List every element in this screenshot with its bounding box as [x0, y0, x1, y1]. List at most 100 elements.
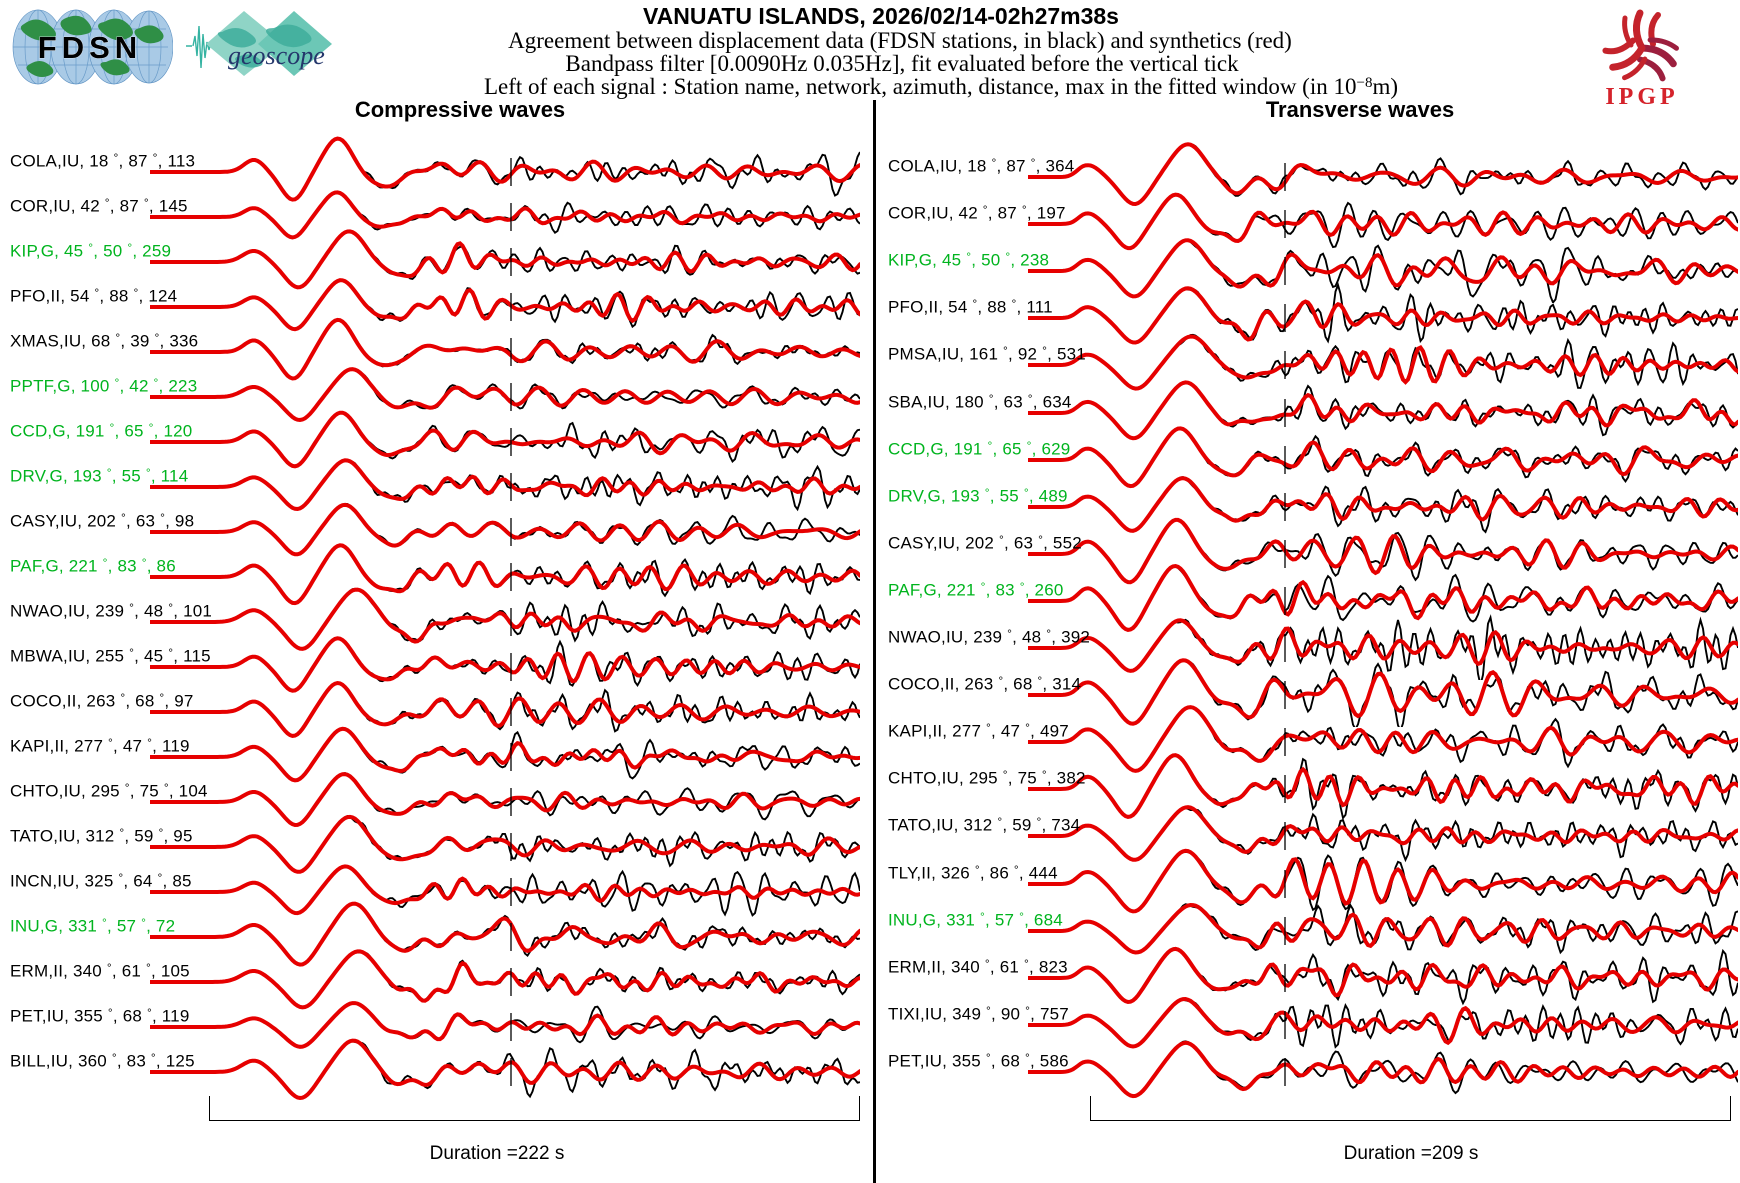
station-label: PET,IU, 355 °, 68 °, 586 [888, 1050, 1069, 1071]
degree-symbol: ° [129, 645, 135, 660]
degree-symbol: ° [980, 579, 986, 594]
data-trace [150, 587, 860, 650]
waveform-plot [1028, 563, 1738, 632]
station-label: NWAO,IU, 239 °, 48 °, 392 [888, 626, 1091, 647]
station-label: PAF,G, 221 °, 83 °, 86 [10, 555, 176, 576]
synthetic-trace [150, 636, 860, 693]
degree-symbol: ° [163, 780, 169, 795]
degree-symbol: ° [1023, 485, 1029, 500]
data-trace [150, 682, 860, 737]
waveform-plot [1028, 517, 1738, 585]
data-trace [150, 1040, 860, 1099]
synthetic-trace [150, 229, 860, 290]
degree-symbol: ° [998, 532, 1004, 547]
synthetic-trace [1028, 658, 1738, 726]
station-label: INU,G, 331 °, 57 °, 684 [888, 909, 1063, 930]
waveform-plot [1028, 1040, 1738, 1099]
synthetic-trace [1028, 563, 1738, 632]
degree-symbol: ° [1046, 626, 1052, 641]
synthetic-trace [150, 278, 860, 332]
data-trace [150, 278, 860, 331]
data-trace [150, 814, 860, 873]
station-row: CHTO,IU, 295 °, 75 °, 104 [0, 750, 1740, 834]
station-row: XMAS,IU, 68 °, 39 °, 336 [0, 300, 1740, 384]
station-row: PAF,G, 221 °, 83 °, 260 [0, 549, 1740, 633]
degree-symbol: ° [154, 330, 160, 345]
station-label: MBWA,IU, 255 °, 45 °, 115 [10, 645, 211, 666]
station-label: ERM,II, 340 °, 61 °, 823 [888, 956, 1068, 977]
degree-symbol: ° [1037, 673, 1043, 688]
station-row: MBWA,IU, 255 °, 45 °, 115 [0, 615, 1740, 699]
station-row: CHTO,IU, 295 °, 75 °, 382 [0, 737, 1740, 821]
degree-symbol: ° [1027, 390, 1033, 405]
degree-symbol: ° [150, 1050, 156, 1065]
degree-symbol: ° [104, 195, 110, 210]
synthetic-trace [150, 543, 860, 606]
synthetic-trace [150, 317, 860, 381]
waveform-plot [150, 136, 860, 202]
waveform-plot [1028, 238, 1738, 304]
degree-symbol: ° [120, 510, 126, 525]
synthetic-trace [150, 680, 860, 738]
degree-symbol: ° [985, 1050, 991, 1065]
degree-symbol: ° [991, 155, 997, 170]
station-row: INU,G, 331 °, 57 °, 684 [0, 879, 1740, 963]
data-trace [1028, 755, 1738, 821]
data-trace [1028, 946, 1738, 1006]
synthetic-trace [1028, 753, 1738, 820]
station-row: ERM,II, 340 °, 61 °, 823 [0, 926, 1740, 1010]
waveform-plot [1028, 753, 1738, 821]
station-label: ERM,II, 340 °, 61 °, 105 [10, 960, 190, 981]
synthetic-trace [150, 864, 860, 916]
data-trace [1028, 902, 1738, 954]
station-label: CCD,G, 191 °, 65 °, 629 [888, 438, 1071, 459]
station-label: CHTO,IU, 295 °, 75 °, 382 [888, 767, 1086, 788]
station-label: PPTF,G, 100 °, 42 °, 223 [10, 375, 198, 396]
station-row: TLY,II, 326 °, 86 °, 444 [0, 832, 1740, 916]
station-row: DRV,G, 193 °, 55 °, 114 [0, 435, 1740, 519]
figure-subtitle-3: Left of each signal : Station name, netw… [484, 74, 1398, 100]
waveform-plot [150, 502, 860, 557]
station-label: DRV,G, 193 °, 55 °, 114 [10, 465, 189, 486]
degree-symbol: ° [143, 195, 149, 210]
data-trace [150, 727, 860, 782]
data-trace [1028, 381, 1738, 439]
station-row: PFO,II, 54 °, 88 °, 124 [0, 255, 1740, 339]
degree-symbol: ° [145, 465, 151, 480]
data-trace [150, 951, 860, 1009]
degree-symbol: ° [982, 202, 988, 217]
waveform-plot [1028, 946, 1738, 1006]
station-label: SBA,IU, 180 °, 63 °, 634 [888, 390, 1072, 411]
station-row: KIP,G, 45 °, 50 °, 238 [0, 219, 1740, 304]
data-trace [1028, 707, 1738, 773]
duration-label-compressive: Duration =222 s [429, 1143, 565, 1164]
subtitle-3-post: m) [1372, 74, 1399, 99]
figure-subtitle-2: Bandpass filter [0.0090Hz 0.035Hz], fit … [565, 51, 1239, 76]
station-row: PAF,G, 221 °, 83 °, 86 [0, 525, 1740, 609]
data-trace [150, 367, 860, 421]
ipgp-logo-icon: IPGP [1602, 9, 1679, 108]
station-row: NWAO,IU, 239 °, 48 °, 101 [0, 570, 1740, 654]
synthetic-trace [1028, 425, 1738, 488]
station-label: COR,IU, 42 °, 87 °, 197 [888, 202, 1066, 223]
data-trace [1028, 239, 1738, 304]
waveform-plot [1028, 614, 1738, 680]
synthetic-trace [1028, 286, 1738, 345]
waveform-plot [150, 864, 860, 917]
station-row: COR,IU, 42 °, 87 °, 197 [0, 172, 1740, 256]
degree-symbol: ° [152, 150, 158, 165]
waveform-plot [1028, 848, 1738, 913]
panel-divider-line [873, 100, 876, 1183]
synthetic-trace [150, 502, 860, 557]
degree-symbol: ° [111, 1050, 117, 1065]
synthetic-trace [150, 587, 860, 651]
data-trace [1028, 998, 1738, 1049]
degree-symbol: ° [141, 915, 147, 930]
station-label: DRV,G, 193 °, 55 °, 489 [888, 485, 1068, 506]
degree-symbol: ° [1025, 1003, 1031, 1018]
degree-symbol: ° [1021, 202, 1027, 217]
degree-symbol: ° [1019, 579, 1025, 594]
degree-symbol: ° [1013, 861, 1019, 876]
degree-symbol: ° [133, 285, 139, 300]
station-row: COLA,IU, 18 °, 87 °, 113 [0, 120, 1740, 204]
